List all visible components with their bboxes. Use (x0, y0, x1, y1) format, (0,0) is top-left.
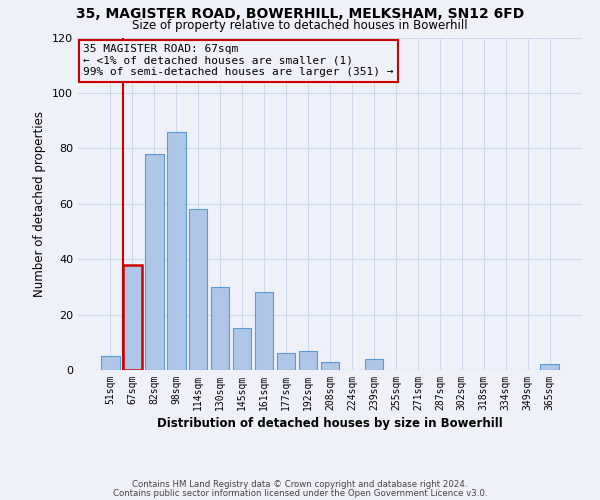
Bar (255, 292, 274, 370)
Bar (233, 328, 251, 370)
Bar (211, 287, 229, 370)
Text: Contains public sector information licensed under the Open Government Licence v3: Contains public sector information licen… (113, 488, 487, 498)
Bar (541, 364, 559, 370)
X-axis label: Distribution of detached houses by size in Bowerhill: Distribution of detached houses by size … (157, 417, 503, 430)
Text: Size of property relative to detached houses in Bowerhill: Size of property relative to detached ho… (132, 18, 468, 32)
Y-axis label: Number of detached properties: Number of detached properties (34, 111, 46, 296)
Bar (167, 132, 185, 370)
Bar (101, 356, 119, 370)
Bar (123, 264, 142, 370)
Text: 35, MAGISTER ROAD, BOWERHILL, MELKSHAM, SN12 6FD: 35, MAGISTER ROAD, BOWERHILL, MELKSHAM, … (76, 8, 524, 22)
Text: 35 MAGISTER ROAD: 67sqm
← <1% of detached houses are smaller (1)
99% of semi-det: 35 MAGISTER ROAD: 67sqm ← <1% of detache… (83, 44, 394, 78)
Bar (145, 154, 164, 370)
Bar (320, 362, 340, 370)
Bar (299, 350, 317, 370)
Bar (277, 354, 295, 370)
Text: Contains HM Land Registry data © Crown copyright and database right 2024.: Contains HM Land Registry data © Crown c… (132, 480, 468, 489)
Bar (189, 210, 208, 370)
Bar (365, 359, 383, 370)
